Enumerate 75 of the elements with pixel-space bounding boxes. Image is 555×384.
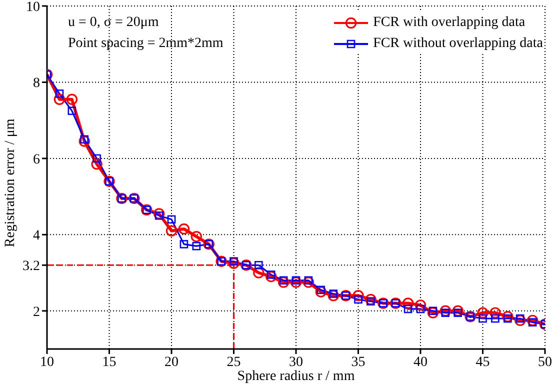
point bbox=[316, 286, 326, 294]
point bbox=[528, 318, 537, 326]
point bbox=[92, 154, 101, 163]
point bbox=[491, 314, 500, 323]
point bbox=[404, 304, 412, 314]
point bbox=[365, 294, 376, 306]
point bbox=[78, 136, 90, 147]
x-axis-title: Sphere radius r / mm bbox=[237, 369, 355, 384]
point bbox=[414, 300, 426, 311]
point bbox=[91, 158, 102, 170]
point bbox=[514, 314, 526, 326]
point bbox=[452, 305, 464, 316]
point bbox=[440, 305, 451, 316]
x-tick-label: 25 bbox=[226, 354, 241, 370]
point bbox=[279, 276, 288, 285]
point bbox=[230, 257, 238, 266]
point bbox=[427, 307, 439, 318]
y-tick-label: 10 bbox=[26, 0, 40, 15]
point bbox=[192, 242, 201, 250]
y-axis-title: Registration error / μm bbox=[3, 118, 18, 248]
y-tick-label: 3.2 bbox=[22, 259, 40, 274]
point bbox=[254, 261, 263, 270]
annotation: Point spacing = 2mm*2mm bbox=[68, 35, 224, 53]
point bbox=[68, 106, 76, 115]
point bbox=[477, 307, 488, 318]
point bbox=[454, 308, 462, 317]
x-tick-label: 45 bbox=[476, 354, 490, 370]
point bbox=[502, 311, 514, 322]
point bbox=[154, 211, 164, 220]
x-tick-label: 40 bbox=[414, 354, 428, 370]
point bbox=[167, 215, 176, 224]
point bbox=[54, 94, 66, 105]
y-tick-label: 8 bbox=[33, 76, 40, 92]
point bbox=[304, 276, 313, 285]
point bbox=[526, 314, 538, 326]
point bbox=[253, 267, 264, 278]
point bbox=[490, 307, 501, 318]
point bbox=[178, 223, 190, 235]
point bbox=[292, 276, 300, 285]
point bbox=[278, 276, 290, 288]
point bbox=[441, 308, 450, 317]
point bbox=[428, 306, 438, 316]
point bbox=[516, 314, 524, 323]
point bbox=[504, 314, 512, 323]
point bbox=[302, 276, 314, 288]
x-tick-label: 35 bbox=[351, 354, 366, 370]
point bbox=[366, 297, 375, 306]
point bbox=[315, 286, 326, 298]
point bbox=[352, 290, 364, 302]
x-tick-label: 30 bbox=[289, 354, 303, 370]
point bbox=[80, 135, 88, 144]
legend-label: FCR without overlapping data bbox=[373, 35, 543, 53]
x-tick-label: 50 bbox=[538, 354, 552, 370]
point bbox=[416, 304, 425, 314]
y-tick-label: 2 bbox=[33, 304, 40, 320]
x-tick-label: 15 bbox=[102, 354, 116, 370]
point bbox=[329, 290, 338, 298]
point bbox=[328, 290, 339, 302]
point bbox=[66, 94, 78, 105]
point bbox=[402, 298, 414, 309]
point bbox=[153, 208, 165, 220]
x-tick-label: 20 bbox=[164, 354, 178, 370]
point bbox=[266, 270, 276, 279]
point bbox=[228, 258, 240, 269]
y-tick-label: 4 bbox=[33, 228, 40, 244]
point bbox=[190, 230, 202, 242]
point bbox=[478, 314, 487, 323]
point bbox=[290, 276, 302, 288]
point bbox=[354, 295, 362, 304]
y-tick-label: 6 bbox=[33, 152, 40, 168]
point bbox=[166, 225, 178, 236]
legend-label: FCR with overlapping data bbox=[373, 14, 526, 32]
point bbox=[266, 270, 277, 282]
point bbox=[180, 240, 188, 248]
point bbox=[55, 90, 64, 98]
